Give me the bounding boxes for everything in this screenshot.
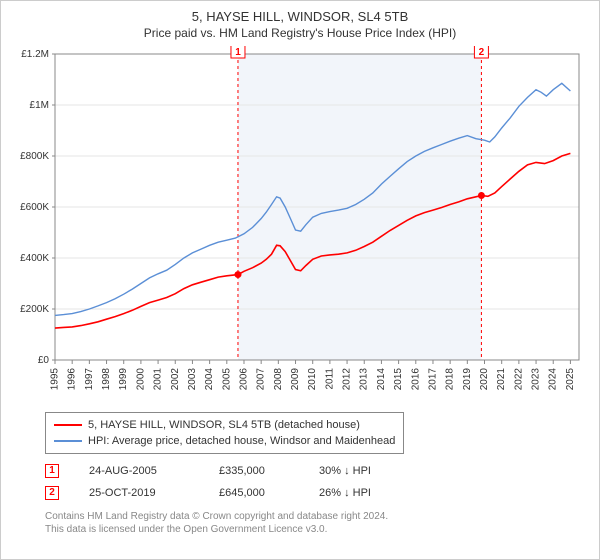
svg-text:1: 1 <box>235 47 241 58</box>
svg-text:2013: 2013 <box>359 368 370 391</box>
footer-line-2: This data is licensed under the Open Gov… <box>45 523 589 536</box>
svg-text:2019: 2019 <box>462 368 473 391</box>
transaction-price: £335,000 <box>219 460 289 482</box>
svg-text:2023: 2023 <box>531 368 542 391</box>
svg-text:2010: 2010 <box>307 368 318 391</box>
svg-text:£1M: £1M <box>30 100 49 111</box>
svg-text:2002: 2002 <box>170 368 181 391</box>
transaction-row: 1 24-AUG-2005 £335,000 30% ↓ HPI <box>45 460 589 482</box>
svg-text:£200K: £200K <box>20 304 49 315</box>
svg-text:2001: 2001 <box>153 368 164 391</box>
transaction-price: £645,000 <box>219 482 289 504</box>
transaction-table: 1 24-AUG-2005 £335,000 30% ↓ HPI 2 25-OCT-201… <box>45 460 589 504</box>
chart-title: 5, HAYSE HILL, WINDSOR, SL4 5TB <box>11 9 589 24</box>
svg-text:2008: 2008 <box>273 368 284 391</box>
svg-text:2000: 2000 <box>135 368 146 391</box>
svg-text:2016: 2016 <box>410 368 421 391</box>
svg-text:2006: 2006 <box>238 368 249 391</box>
svg-text:2021: 2021 <box>496 368 507 391</box>
legend-label: 5, HAYSE HILL, WINDSOR, SL4 5TB (detache… <box>88 417 360 433</box>
svg-text:2012: 2012 <box>342 368 353 391</box>
marker-badge: 1 <box>45 464 59 478</box>
chart-subtitle: Price paid vs. HM Land Registry's House … <box>11 26 589 40</box>
marker-1 <box>234 271 241 278</box>
svg-text:2003: 2003 <box>187 368 198 391</box>
svg-text:£0: £0 <box>38 355 50 366</box>
chart-container: 5, HAYSE HILL, WINDSOR, SL4 5TB Price pa… <box>0 0 600 560</box>
transaction-date: 25-OCT-2019 <box>89 482 189 504</box>
svg-text:2009: 2009 <box>290 368 301 391</box>
svg-text:1996: 1996 <box>67 368 78 391</box>
svg-text:2005: 2005 <box>221 368 232 391</box>
svg-text:1997: 1997 <box>84 368 95 391</box>
svg-text:2004: 2004 <box>204 368 215 391</box>
marker-2 <box>478 192 485 199</box>
footer: Contains HM Land Registry data © Crown c… <box>45 510 589 536</box>
svg-text:2025: 2025 <box>565 368 576 391</box>
legend: 5, HAYSE HILL, WINDSOR, SL4 5TB (detache… <box>45 412 404 454</box>
svg-text:2011: 2011 <box>324 368 335 390</box>
legend-label: HPI: Average price, detached house, Wind… <box>88 433 395 449</box>
svg-text:£1.2M: £1.2M <box>21 49 49 60</box>
svg-text:2020: 2020 <box>479 368 490 391</box>
legend-item-hpi: HPI: Average price, detached house, Wind… <box>54 433 395 449</box>
svg-text:2014: 2014 <box>376 368 387 391</box>
marker-badge: 2 <box>45 486 59 500</box>
transaction-delta: 26% ↓ HPI <box>319 482 409 504</box>
svg-text:2022: 2022 <box>513 368 524 391</box>
svg-text:2: 2 <box>479 47 485 58</box>
svg-text:£400K: £400K <box>20 253 49 264</box>
svg-text:2007: 2007 <box>256 368 267 391</box>
svg-text:2015: 2015 <box>393 368 404 391</box>
svg-text:2017: 2017 <box>427 368 438 391</box>
transaction-delta: 30% ↓ HPI <box>319 460 409 482</box>
svg-text:1998: 1998 <box>101 368 112 391</box>
legend-swatch <box>54 440 82 442</box>
svg-text:1995: 1995 <box>50 368 61 391</box>
svg-text:£600K: £600K <box>20 202 49 213</box>
transaction-date: 24-AUG-2005 <box>89 460 189 482</box>
footer-line-1: Contains HM Land Registry data © Crown c… <box>45 510 589 523</box>
svg-text:2018: 2018 <box>445 368 456 391</box>
svg-text:1999: 1999 <box>118 368 129 391</box>
svg-text:£800K: £800K <box>20 151 49 162</box>
chart-plot: £0 £200K £400K £600K £800K £1M £1.2M 1995 1996 19… <box>11 46 589 406</box>
svg-text:2024: 2024 <box>548 368 559 391</box>
legend-item-price_paid: 5, HAYSE HILL, WINDSOR, SL4 5TB (detache… <box>54 417 395 433</box>
legend-swatch <box>54 424 82 426</box>
transaction-row: 2 25-OCT-2019 £645,000 26% ↓ HPI <box>45 482 589 504</box>
chart-svg: £0 £200K £400K £600K £800K £1M £1.2M 1995 1996 19… <box>11 46 589 406</box>
